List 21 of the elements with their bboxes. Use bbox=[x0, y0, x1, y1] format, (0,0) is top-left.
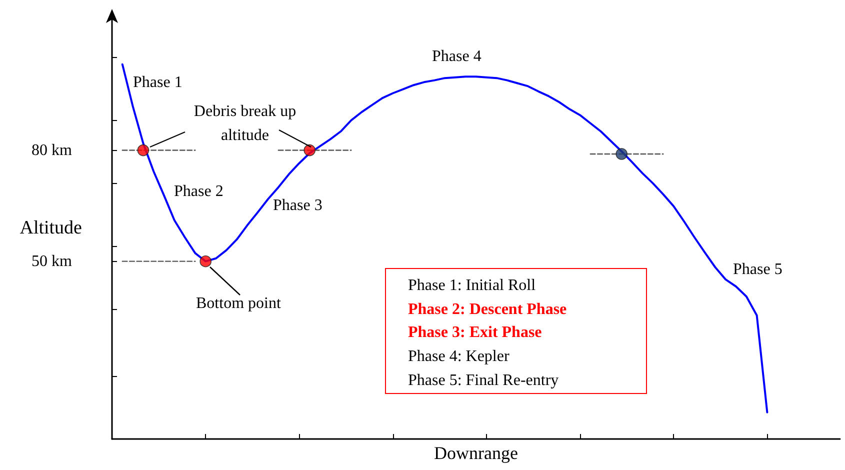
point bbox=[200, 255, 212, 268]
y-axis-title: Altitude bbox=[20, 218, 82, 238]
point bbox=[616, 148, 628, 160]
annotation: Debris break up altitude bbox=[192, 102, 298, 146]
y-tick-label: 80 km bbox=[32, 142, 73, 159]
annotation: Phase 5: Final Re-entry bbox=[408, 372, 559, 389]
annotation: Bottom point bbox=[196, 295, 281, 312]
annotation: Phase 2: Descent Phase bbox=[408, 300, 567, 318]
annotation: Phase 4: Kepler bbox=[408, 348, 510, 366]
y-tick-label: 50 km bbox=[32, 252, 73, 270]
annotation: Phase 4 bbox=[432, 48, 482, 65]
annotation: Phase 1 bbox=[133, 74, 182, 91]
point bbox=[304, 144, 316, 156]
annotation: Phase 3: Exit Phase bbox=[408, 324, 542, 342]
point bbox=[137, 144, 150, 156]
line-series bbox=[121, 63, 768, 414]
annotation: Phase 5 bbox=[733, 261, 782, 278]
annotation: Phase 3 bbox=[273, 197, 322, 214]
annotation: Phase 1: Initial Roll bbox=[408, 277, 536, 294]
annotation: Phase 2 bbox=[174, 183, 224, 200]
x-axis-title: Downrange bbox=[434, 443, 518, 463]
